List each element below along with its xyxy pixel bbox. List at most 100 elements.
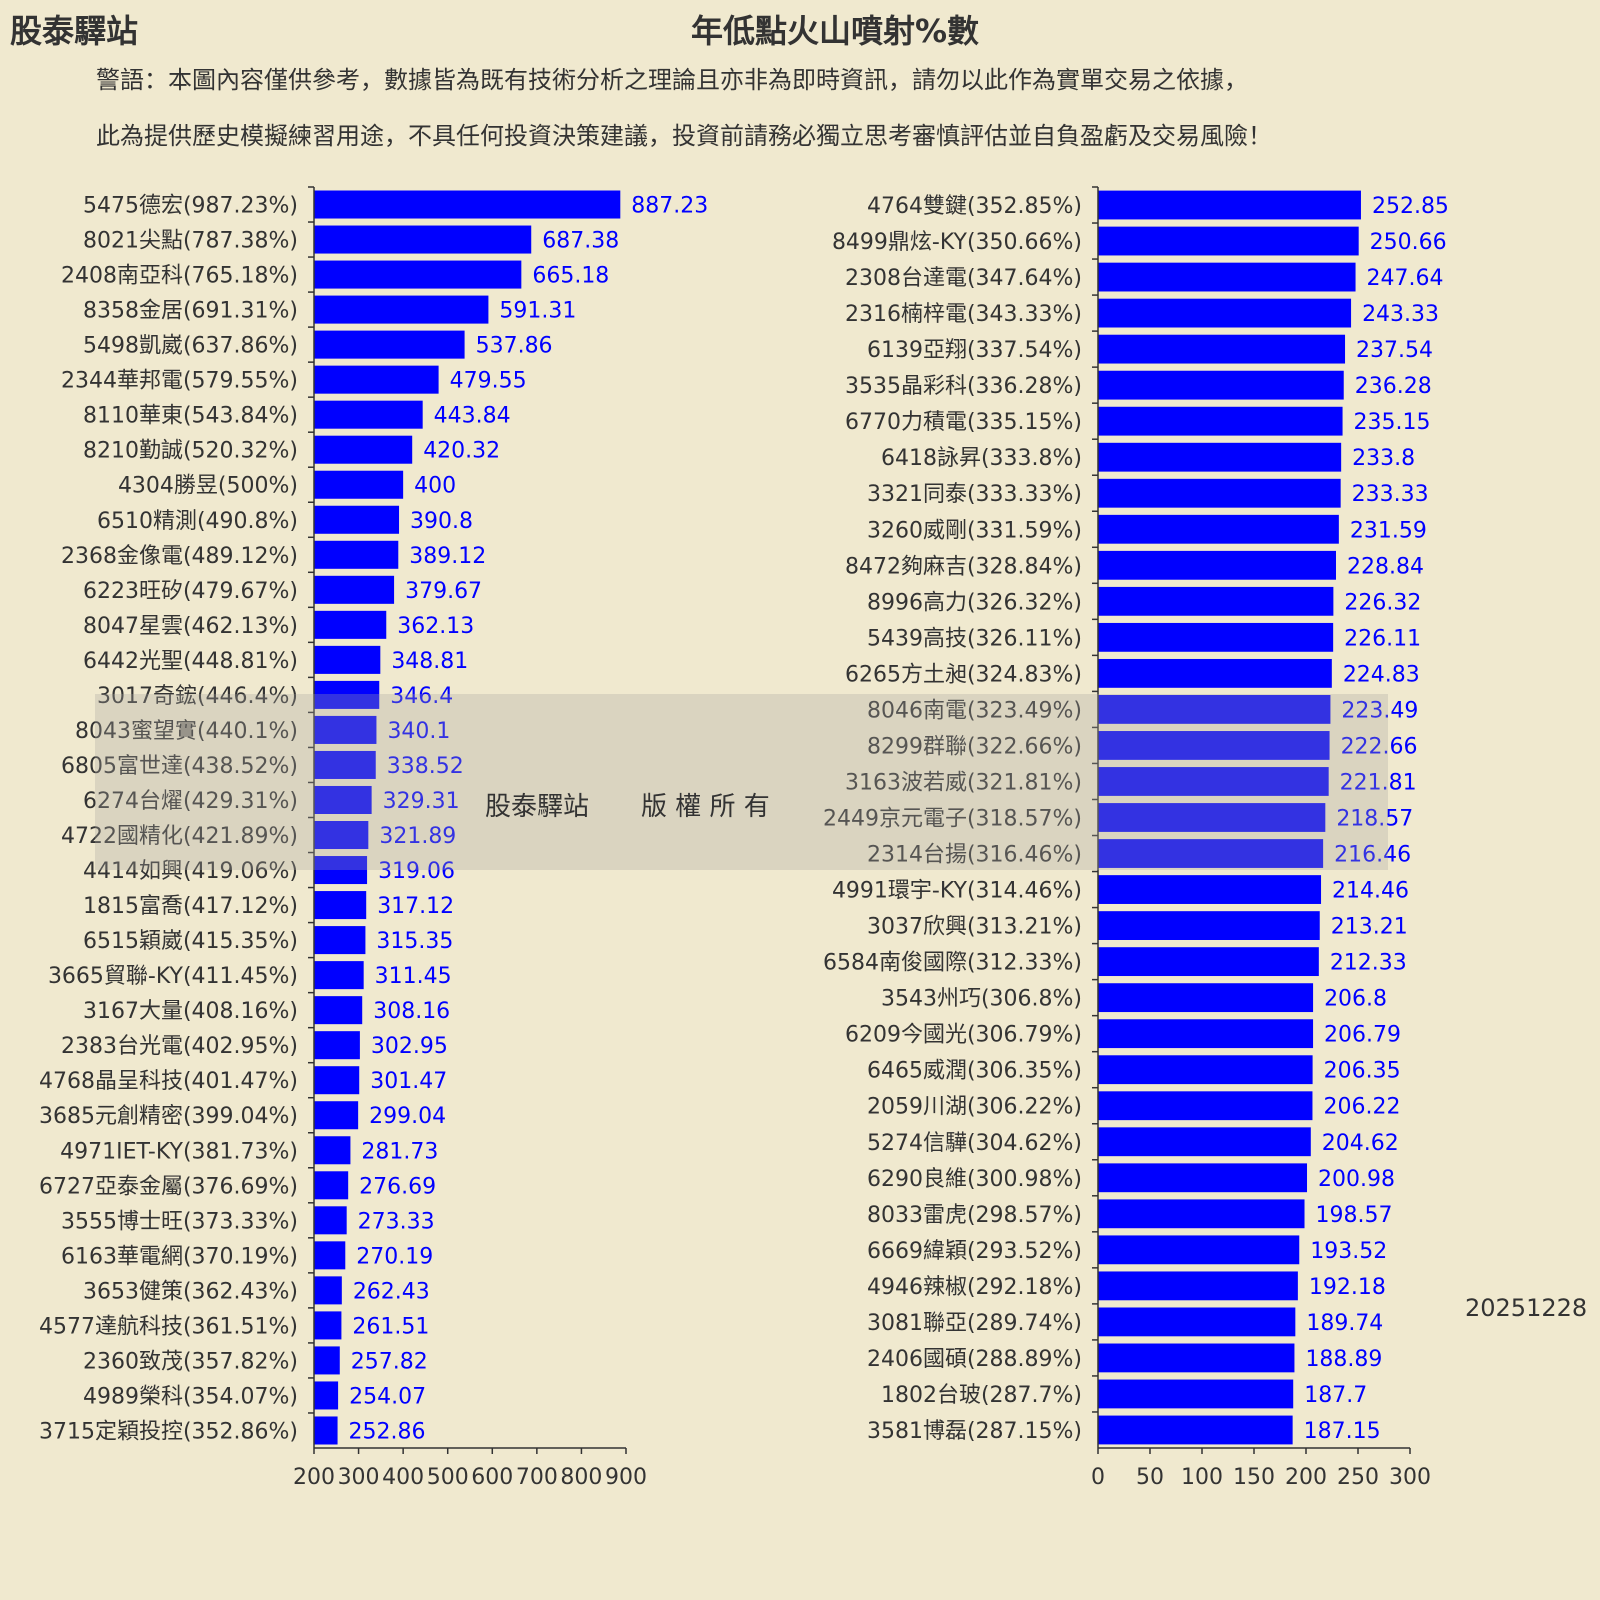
value-label: 235.15 — [1354, 410, 1431, 435]
category-label: 6805富世達(438.52%) — [61, 754, 298, 779]
x-tick-label: 300 — [1389, 1465, 1431, 1490]
category-label: 2383台光電(402.95%) — [61, 1034, 298, 1059]
value-label: 252.85 — [1372, 194, 1449, 219]
value-label: 308.16 — [373, 999, 450, 1024]
bar — [1098, 767, 1329, 796]
value-label: 329.31 — [383, 789, 460, 814]
x-tick-label: 50 — [1136, 1465, 1164, 1490]
bar — [314, 715, 377, 744]
value-label: 214.46 — [1332, 879, 1409, 904]
bar — [1098, 1343, 1295, 1373]
value-label: 261.51 — [352, 1314, 429, 1339]
value-label: 221.81 — [1340, 770, 1417, 795]
value-label: 302.95 — [371, 1034, 448, 1059]
value-label: 665.18 — [532, 264, 609, 289]
category-label: 3260威剛(331.59%) — [867, 518, 1082, 543]
value-label: 237.54 — [1356, 338, 1433, 363]
value-label: 591.31 — [499, 299, 576, 324]
category-label: 6274台燿(429.31%) — [83, 789, 298, 814]
x-tick-label: 200 — [293, 1465, 335, 1490]
bar — [314, 1241, 346, 1270]
value-label: 243.33 — [1362, 302, 1439, 327]
category-label: 8021尖點(787.38%) — [83, 229, 298, 254]
category-label: 3163波若威(321.81%) — [845, 770, 1082, 795]
bar — [314, 260, 522, 289]
category-label: 6139亞翔(337.54%) — [867, 338, 1082, 363]
value-label: 193.52 — [1310, 1239, 1387, 1264]
x-tick-label: 300 — [338, 1465, 380, 1490]
category-label: 3037欣興(313.21%) — [867, 915, 1082, 940]
value-label: 420.32 — [423, 439, 500, 464]
value-label: 192.18 — [1309, 1275, 1386, 1300]
bar — [1098, 947, 1319, 977]
value-label: 224.83 — [1343, 662, 1420, 687]
value-label: 226.11 — [1344, 626, 1421, 651]
bar — [314, 575, 395, 604]
bar — [314, 1416, 338, 1445]
category-label: 3081聯亞(289.74%) — [867, 1311, 1082, 1336]
category-label: 6290良維(300.98%) — [867, 1167, 1082, 1192]
category-label: 8358金居(691.31%) — [83, 299, 298, 324]
x-tick-label: 150 — [1233, 1465, 1275, 1490]
bar — [1098, 514, 1339, 544]
value-label: 198.57 — [1316, 1203, 1393, 1228]
bar — [314, 1136, 351, 1165]
category-label: 2449京元電子(318.57%) — [823, 807, 1082, 832]
category-label: 8996高力(326.32%) — [867, 590, 1082, 615]
x-tick-label: 200 — [1285, 1465, 1327, 1490]
category-label: 3653健策(362.43%) — [83, 1279, 298, 1304]
category-label: 4971IET-KY(381.73%) — [60, 1139, 298, 1164]
value-label: 479.55 — [450, 369, 527, 394]
category-label: 8033雷虎(298.57%) — [867, 1203, 1082, 1228]
bar — [1098, 1271, 1298, 1301]
category-label: 3017奇鋐(446.4%) — [97, 684, 298, 709]
bar — [1098, 478, 1341, 508]
bar — [314, 1206, 347, 1235]
value-label: 389.12 — [409, 544, 486, 569]
value-label: 233.8 — [1352, 446, 1415, 471]
bar — [1098, 911, 1320, 940]
category-label: 4304勝昱(500%) — [118, 474, 298, 499]
bar — [1098, 1307, 1296, 1337]
bar — [314, 295, 489, 324]
value-label: 206.79 — [1324, 1023, 1401, 1048]
value-label: 346.4 — [390, 684, 453, 709]
category-label: 8299群聯(322.66%) — [867, 734, 1082, 759]
warning-line-1: 警語：本圖內容僅供參考，數據皆為既有技術分析之理論且亦非為即時資訊，請勿以此作為… — [96, 66, 1248, 94]
value-label: 315.35 — [376, 929, 453, 954]
category-label: 6465威潤(306.35%) — [867, 1059, 1082, 1084]
value-label: 299.04 — [369, 1104, 446, 1129]
bar — [1098, 1127, 1311, 1157]
category-label: 6584南俊國際(312.33%) — [823, 951, 1082, 976]
bar — [314, 470, 404, 499]
value-label: 887.23 — [631, 194, 708, 219]
bar — [314, 785, 372, 814]
category-label: 8047星雲(462.13%) — [83, 614, 298, 639]
bar — [1098, 839, 1324, 868]
bar — [314, 610, 387, 639]
x-tick-label: 400 — [382, 1465, 424, 1490]
x-tick-label: 800 — [560, 1465, 602, 1490]
bar — [1098, 731, 1330, 760]
bar — [314, 1101, 359, 1130]
bar — [314, 1171, 349, 1200]
value-label: 400 — [414, 474, 456, 499]
bar — [1098, 983, 1314, 1013]
value-label: 443.84 — [434, 404, 511, 429]
category-label: 3555博士旺(373.33%) — [61, 1209, 298, 1234]
value-label: 250.66 — [1370, 230, 1447, 255]
value-label: 187.15 — [1304, 1419, 1381, 1444]
bar — [1098, 190, 1361, 220]
bar — [314, 996, 363, 1025]
bar — [314, 821, 369, 850]
category-label: 3543州巧(306.8%) — [881, 987, 1082, 1012]
x-tick-label: 0 — [1091, 1465, 1105, 1490]
bar — [1098, 658, 1332, 688]
bar — [1098, 406, 1343, 436]
bar — [1098, 1163, 1308, 1193]
value-label: 362.13 — [397, 614, 474, 639]
category-label: 3581博磊(287.15%) — [867, 1419, 1082, 1444]
category-label: 2316楠梓電(343.33%) — [845, 302, 1082, 327]
bar — [314, 1031, 360, 1060]
